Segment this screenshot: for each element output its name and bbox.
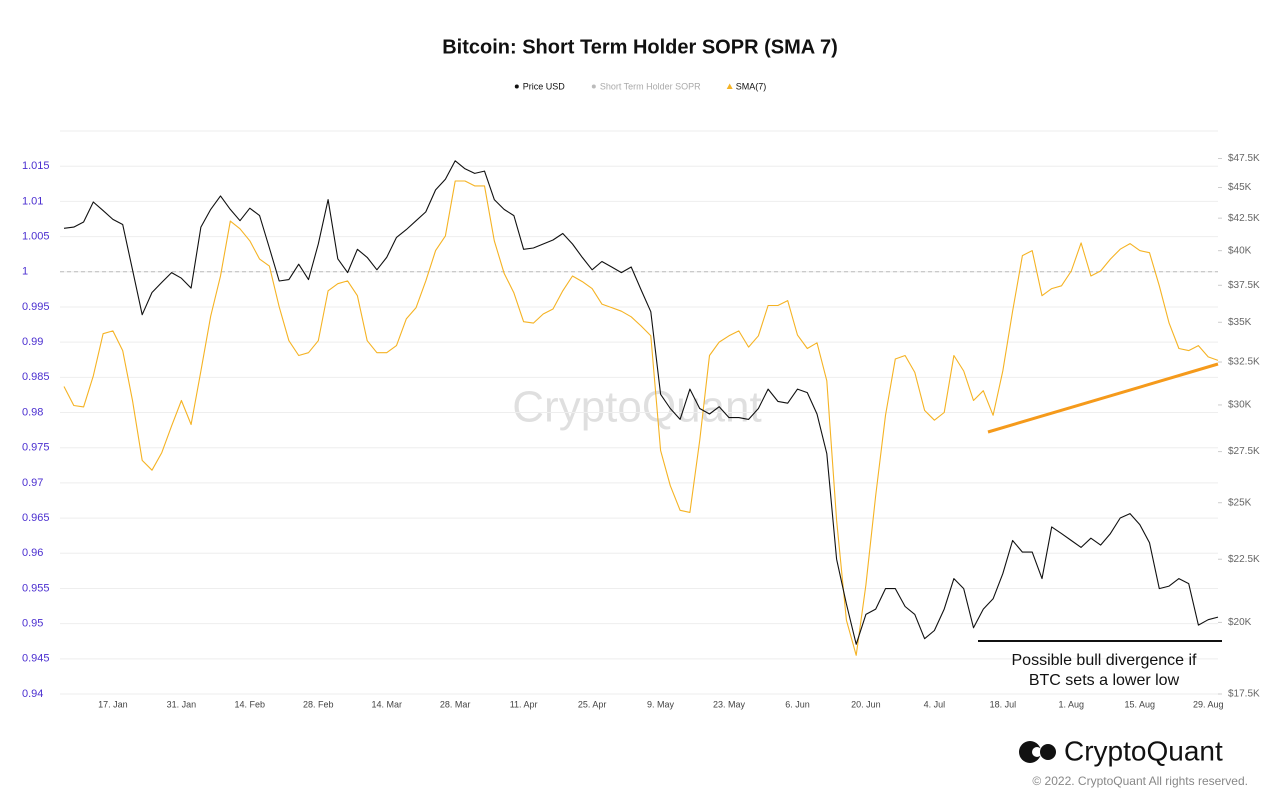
y2-tick-label: $30K: [1228, 400, 1252, 411]
x-tick-label: 11. Apr: [510, 699, 538, 709]
legend-symbol: [514, 84, 519, 89]
legend: Price USD Short Term Holder SOPR SMA(7): [514, 81, 767, 91]
x-tick-label: 25. Apr: [578, 699, 607, 709]
y-tick-label: 1.01: [22, 195, 43, 207]
annotation: BTC sets a lower low: [1029, 672, 1180, 689]
y2-tick-label: $37.5K: [1228, 280, 1260, 291]
y2-tick-label: $35K: [1228, 317, 1252, 328]
logo-mark: [1019, 741, 1041, 763]
watermark: CryptoQuant: [512, 383, 761, 432]
legend-label: Short Term Holder SOPR: [600, 81, 701, 91]
series-line: [63, 180, 1219, 656]
x-tick-label: 15. Aug: [1124, 699, 1155, 709]
logo: [1019, 741, 1056, 763]
x-tick-label: 28. Mar: [440, 699, 471, 709]
x-tick-label: 6. Jun: [785, 699, 810, 709]
x-tick-label: 14. Mar: [371, 699, 402, 709]
y2-tick-label: $22.5K: [1228, 554, 1260, 565]
y-tick-label: 0.94: [22, 688, 43, 700]
trend-line: [987, 362, 1219, 434]
x-tick-label: 20. Jun: [851, 699, 881, 709]
x-tick-label: 23. May: [713, 699, 746, 709]
y2-tick-label: $45K: [1228, 182, 1252, 193]
y-tick-label: 0.95: [22, 618, 43, 630]
y2-tick-label: $25K: [1228, 497, 1252, 508]
legend-symbol: [726, 83, 733, 89]
x-tick-label: 28. Feb: [303, 699, 334, 709]
x-tick-label: 29. Aug: [1193, 699, 1224, 709]
y-tick-label: 1.005: [22, 230, 50, 242]
legend-label: SMA(7): [736, 81, 767, 91]
x-tick-label: 17. Jan: [98, 699, 128, 709]
y-tick-label: 0.955: [22, 582, 50, 594]
y2-tick-label: $17.5K: [1228, 689, 1260, 700]
y-tick-label: 0.98: [22, 406, 43, 418]
y-tick-label: 0.97: [22, 477, 43, 489]
logo-mark: [1040, 744, 1056, 760]
y-tick-label: 0.975: [22, 442, 50, 454]
chart-title: Bitcoin: Short Term Holder SOPR (SMA 7): [442, 36, 838, 58]
y-tick-label: 0.945: [22, 653, 50, 665]
annotation: Possible bull divergence if: [1012, 652, 1198, 669]
x-tick-label: 9. May: [647, 699, 675, 709]
y2-tick-label: $32.5K: [1228, 357, 1260, 368]
series-line: [63, 160, 1219, 645]
y-tick-label: 1: [22, 266, 28, 278]
y2-tick-label: $40K: [1228, 245, 1252, 256]
plot-area: 0.94 0.945 0.95 0.955 0.96 0.965 0.97 0.975 0.98…: [22, 130, 1260, 709]
y2-tick-label: $27.5K: [1228, 446, 1260, 457]
x-tick-label: 4. Jul: [924, 699, 946, 709]
y2-tick-label: $47.5K: [1228, 153, 1260, 164]
y2-tick-label: $20K: [1228, 617, 1252, 628]
y-tick-label: 0.96: [22, 547, 43, 559]
y-tick-label: 1.015: [22, 160, 50, 172]
logo-mark: [1032, 747, 1042, 757]
x-tick-label: 18. Jul: [990, 699, 1017, 709]
brand: CryptoQuant: [1064, 735, 1223, 766]
legend-symbol: [591, 84, 596, 89]
copyright: © 2022. CryptoQuant All rights reserved.: [1032, 774, 1248, 788]
y-tick-label: 0.99: [22, 336, 43, 348]
y2-tick-label: $42.5K: [1228, 213, 1260, 224]
y-tick-label: 0.965: [22, 512, 50, 524]
y-tick-label: 0.995: [22, 301, 50, 313]
legend-label: Price USD: [523, 81, 566, 91]
y-tick-label: 0.985: [22, 371, 50, 383]
x-tick-label: 14. Feb: [235, 699, 266, 709]
x-tick-label: 1. Aug: [1059, 699, 1085, 709]
x-tick-label: 31. Jan: [167, 699, 197, 709]
